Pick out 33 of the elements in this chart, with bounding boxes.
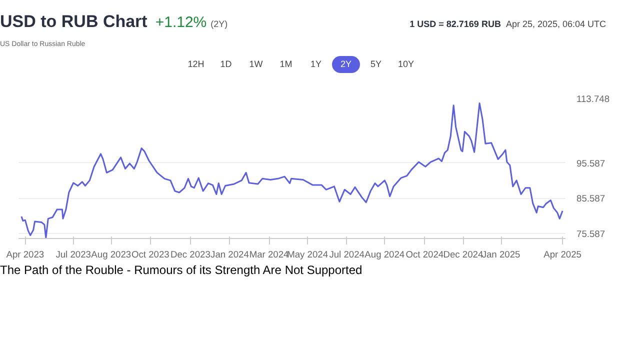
text: 2Y xyxy=(332,56,360,73)
x-tick-label: Jan 2025 xyxy=(482,250,520,260)
x-tick-label: Jul 2023 xyxy=(56,250,91,260)
x-tick-label: Jul 2024 xyxy=(329,250,364,260)
x-tick-label: Oct 2023 xyxy=(132,250,170,260)
x-tick-label: Dec 2023 xyxy=(170,250,210,260)
text: The Path of the Rouble - Rumours of its Strength Are Not Supported xyxy=(0,262,362,279)
x-tick-label: May 2024 xyxy=(287,250,328,260)
x-tick-label: Aug 2023 xyxy=(91,250,132,260)
y-tick-label: 85.587 xyxy=(576,194,606,204)
text: 1M xyxy=(278,58,294,71)
text: 1W xyxy=(248,58,264,71)
text: 1D xyxy=(219,58,233,71)
text: 1 USD = 82.7169 RUB xyxy=(410,19,501,29)
text: +1.12% xyxy=(155,14,207,31)
x-tick-label: Apr 2025 xyxy=(544,250,582,260)
x-tick-label: Aug 2024 xyxy=(364,250,405,260)
text: 12H xyxy=(186,58,206,71)
x-tick-label: Oct 2024 xyxy=(406,250,444,260)
text: 5Y xyxy=(369,58,382,71)
x-tick-label: Jan 2024 xyxy=(210,250,249,260)
y-tick-label: 113.748 xyxy=(576,94,610,104)
x-tick-label: Apr 2023 xyxy=(6,250,44,260)
y-tick-label: 75.587 xyxy=(576,229,606,240)
text: (2Y) xyxy=(210,19,228,29)
line-series xyxy=(20,102,564,238)
text: 10Y xyxy=(396,58,415,71)
text: 1Y xyxy=(309,58,322,71)
y-tick-label: 95.587 xyxy=(576,158,606,168)
text: Apr 25, 2025, 06:04 UTC xyxy=(506,19,606,29)
x-tick-label: Mar 2024 xyxy=(249,250,289,260)
chart-title: USD to RUB Chart xyxy=(0,12,148,31)
x-tick-label: Dec 2024 xyxy=(443,250,484,260)
